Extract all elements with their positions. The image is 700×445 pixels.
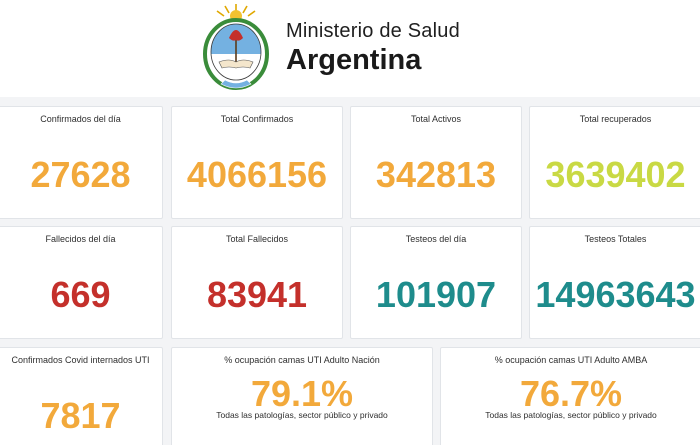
card-ocupacion-uti-amba: % ocupación camas UTI Adulto AMBA 76.7% …	[440, 347, 700, 445]
card-total-recuperados: Total recuperados 3639402	[529, 106, 700, 219]
card-note: Todas las patologías, sector público y p…	[485, 410, 657, 420]
card-label: Total recuperados	[579, 114, 652, 124]
card-internados-uti: Confirmados Covid internados UTI 7817	[0, 347, 163, 445]
card-value: 3639402	[545, 154, 686, 195]
card-confirmados-dia: Confirmados del día 27628	[0, 106, 163, 219]
card-label: Testeos del día	[405, 234, 467, 244]
card-label: Confirmados del día	[40, 114, 121, 124]
card-ocupacion-uti-nacion: % ocupación camas UTI Adulto Nación 79.1…	[171, 347, 433, 445]
card-value: 4066156	[186, 154, 328, 195]
card-value: 14963643	[535, 274, 696, 315]
card-label: Fallecidos del día	[45, 234, 116, 244]
card-value: 669	[50, 274, 111, 315]
card-value: 7817	[40, 395, 121, 436]
country-name: Argentina	[286, 44, 422, 76]
ministry-name: Ministerio de Salud	[286, 20, 460, 42]
card-value: 342813	[375, 154, 497, 195]
card-fallecidos-dia: Fallecidos del día 669	[0, 226, 163, 339]
card-testeos-dia: Testeos del día 101907	[350, 226, 522, 339]
card-value: 79.1%	[250, 373, 354, 414]
card-total-confirmados: Total Confirmados 4066156	[171, 106, 343, 219]
header: Ministerio de Salud Argentina	[0, 0, 700, 97]
card-total-fallecidos: Total Fallecidos 83941	[171, 226, 343, 339]
card-label: Confirmados Covid internados UTI	[11, 355, 150, 365]
card-label: Total Activos	[410, 114, 462, 124]
card-label: Testeos Totales	[584, 234, 647, 244]
card-note: Todas las patologías, sector público y p…	[216, 410, 388, 420]
card-label: % ocupación camas UTI Adulto Nación	[224, 355, 380, 365]
card-label: Total Fallecidos	[225, 234, 289, 244]
card-total-activos: Total Activos 342813	[350, 106, 522, 219]
argentina-coat-of-arms-logo	[203, 4, 269, 90]
card-value: 83941	[206, 274, 308, 315]
card-value: 101907	[375, 274, 497, 315]
card-value: 27628	[30, 154, 131, 195]
card-label: % ocupación camas UTI Adulto AMBA	[494, 355, 648, 365]
card-testeos-totales: Testeos Totales 14963643	[529, 226, 700, 339]
card-value: 76.7%	[519, 373, 623, 414]
card-label: Total Confirmados	[220, 114, 294, 124]
